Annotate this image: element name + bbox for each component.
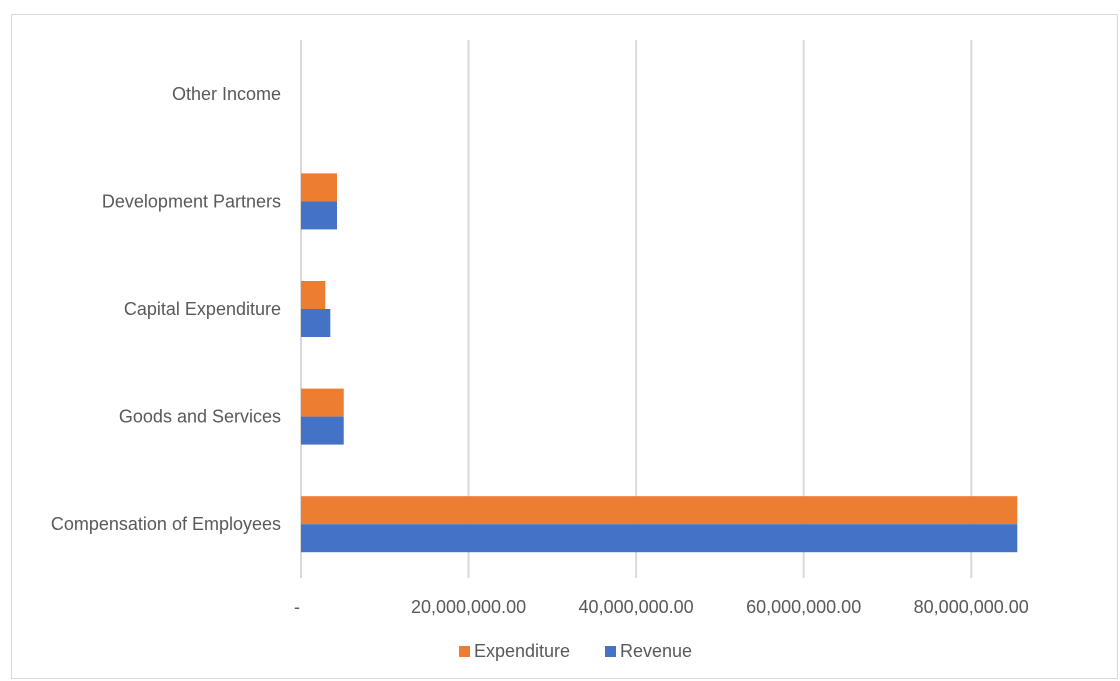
category-label: Development Partners xyxy=(102,191,281,211)
x-tick-label: - xyxy=(294,597,300,617)
category-labels: Compensation of Employees Goods and Servi… xyxy=(51,84,281,534)
category-label: Capital Expenditure xyxy=(124,299,281,319)
bar-revenue-3 xyxy=(301,201,338,230)
bar-revenue-2 xyxy=(301,309,331,337)
legend-swatch-revenue xyxy=(605,646,616,657)
x-tick-label: 60,000,000.00 xyxy=(746,597,861,617)
x-axis-tick-labels: - 20,000,000.00 40,000,000.00 60,000,000.00… xyxy=(294,597,1029,617)
category-label: Compensation of Employees xyxy=(51,514,281,534)
bar-revenue-0 xyxy=(301,524,1018,553)
chart-frame xyxy=(11,14,1118,679)
bar-expenditure-1 xyxy=(301,388,344,417)
bar-expenditure-3 xyxy=(301,173,338,202)
bars xyxy=(301,173,1018,553)
category-label: Goods and Services xyxy=(119,407,281,427)
bar-revenue-1 xyxy=(301,416,344,445)
legend: Expenditure Revenue xyxy=(459,641,692,661)
bar-expenditure-0 xyxy=(301,496,1018,525)
x-tick-label: 40,000,000.00 xyxy=(579,597,694,617)
gridlines xyxy=(300,40,973,578)
x-tick-label: 80,000,000.00 xyxy=(914,597,1029,617)
legend-label-expenditure: Expenditure xyxy=(474,641,570,661)
bar-expenditure-2 xyxy=(301,281,326,309)
legend-swatch-expenditure xyxy=(459,646,470,657)
category-label: Other Income xyxy=(172,84,281,104)
x-tick-label: 20,000,000.00 xyxy=(411,597,526,617)
legend-label-revenue: Revenue xyxy=(620,641,692,661)
